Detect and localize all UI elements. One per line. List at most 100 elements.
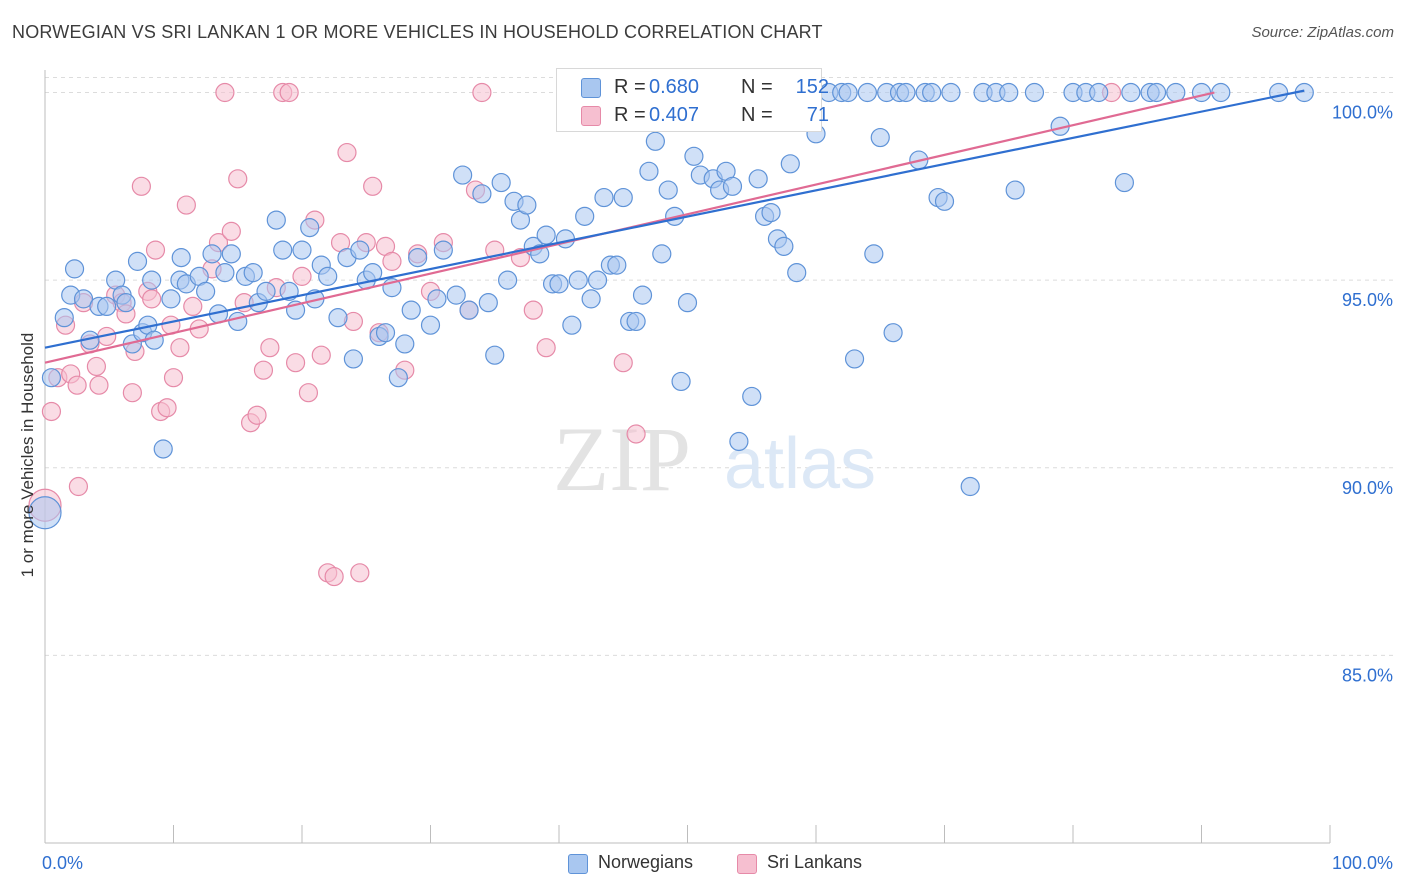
- y-axis-label: 1 or more Vehicles in Household: [18, 333, 37, 578]
- norwegians-point: [221, 244, 241, 264]
- sri-lankans-point: [298, 383, 319, 403]
- norwegians-point: [1146, 82, 1167, 103]
- y-tick-label: 85.0%: [1342, 665, 1393, 685]
- norwegians-point: [491, 172, 511, 193]
- trend-line-norwegians: [44, 89, 1305, 349]
- norwegians-point: [343, 349, 363, 369]
- norwegians-point: [427, 289, 447, 309]
- norwegians-point: [446, 285, 466, 305]
- stats-legend: R = 0.680 N = 152 R = 0.407 N = 71: [556, 68, 829, 132]
- norwegians-point: [742, 386, 762, 407]
- n-label: N =: [741, 104, 773, 126]
- legend-swatch-norwegians: [581, 78, 601, 98]
- sri-lankans-point: [131, 176, 151, 196]
- sri-lankans-point: [285, 353, 306, 373]
- sri-lankans-point: [382, 251, 402, 271]
- sri-lankans-point: [142, 289, 162, 309]
- norwegians-point: [202, 244, 222, 264]
- sri-lankans-point: [157, 398, 177, 418]
- norwegians-point: [671, 371, 691, 392]
- norwegians-point: [870, 127, 890, 148]
- r-value-sri-lankans: 0.407: [649, 104, 700, 126]
- norwegians-point: [243, 263, 263, 283]
- x-tick-label-max: 100.0%: [1332, 853, 1393, 873]
- norwegians-point: [844, 349, 865, 369]
- sri-lankans-point: [337, 142, 357, 163]
- sri-lankans-point: [253, 360, 274, 380]
- norwegians-point: [549, 274, 569, 294]
- norwegians-point: [581, 289, 601, 309]
- norwegians-point: [273, 240, 293, 260]
- watermark: ZIP atlas: [553, 408, 876, 510]
- norwegians-point: [453, 165, 473, 185]
- sri-lankans-point: [350, 563, 370, 583]
- series-sri-lankans: [28, 82, 1122, 587]
- norwegians-point: [256, 281, 276, 301]
- legend-swatch-sri-lankans: [581, 106, 601, 126]
- chart-title: NORWEGIAN VS SRI LANKAN 1 OR MORE VEHICL…: [12, 22, 823, 42]
- norwegians-point: [97, 296, 117, 317]
- legend-label-sri-lankans: Sri Lankans: [767, 852, 863, 872]
- axes: [44, 70, 1331, 844]
- legend-row-norwegians: R = 0.680 N = 152: [557, 73, 829, 101]
- sri-lankans-point: [89, 375, 109, 395]
- norwegians-point: [318, 266, 338, 286]
- norwegians-point: [498, 270, 518, 290]
- norwegians-point: [594, 187, 614, 208]
- norwegians-point: [562, 315, 582, 335]
- norwegians-point: [395, 334, 415, 354]
- norwegians-point: [1191, 82, 1212, 103]
- norwegians-point: [1024, 82, 1045, 103]
- norwegians-point: [1005, 180, 1025, 200]
- sri-lankans-point: [163, 368, 184, 388]
- norwegians-point: [1211, 82, 1231, 103]
- norwegians-point: [388, 368, 408, 388]
- norwegians-point: [171, 248, 191, 268]
- norwegians-point: [729, 431, 749, 452]
- watermark-atlas: atlas: [724, 424, 876, 504]
- norwegians-point: [401, 300, 421, 320]
- norwegians-point: [838, 82, 858, 103]
- norwegians-point: [485, 345, 505, 365]
- sri-lankans-point: [86, 356, 107, 377]
- norwegians-point: [960, 476, 980, 497]
- norwegians-point: [555, 229, 576, 249]
- norwegians-point: [1268, 82, 1289, 103]
- sri-lankans-point: [536, 338, 556, 358]
- legend-swatch-sri-lankans: [737, 854, 757, 874]
- sri-lankans-point: [363, 176, 383, 196]
- sri-lankans-point: [145, 240, 166, 260]
- sri-lankans-point: [183, 296, 203, 317]
- sri-lankans-point: [68, 476, 89, 497]
- norwegians-point: [228, 311, 248, 332]
- sri-lankans-point: [472, 82, 492, 103]
- sri-lankans-point: [292, 266, 312, 286]
- norwegians-point: [684, 146, 704, 166]
- norwegians-point: [774, 236, 794, 256]
- norwegians-point: [116, 293, 136, 313]
- x-tick-label-min: 0.0%: [42, 853, 83, 873]
- norwegians-point: [787, 263, 807, 283]
- norwegians-point: [1121, 82, 1141, 103]
- sri-lankans-point: [260, 338, 280, 358]
- norwegians-point: [73, 289, 94, 309]
- norwegians-point: [459, 300, 479, 320]
- legend-swatch-norwegians: [568, 854, 588, 874]
- norwegians-point: [266, 210, 286, 230]
- sri-lankans-point: [67, 375, 87, 395]
- sri-lankans-point: [176, 195, 196, 215]
- norwegians-point: [1166, 82, 1186, 103]
- norwegians-point: [587, 270, 608, 290]
- norwegians-point: [144, 330, 164, 350]
- norwegians-point: [761, 202, 781, 223]
- sri-lankans-point: [221, 221, 241, 241]
- norwegians-point: [536, 225, 556, 245]
- sri-lankans-point: [311, 345, 331, 365]
- norwegians-point: [575, 206, 595, 226]
- norwegians-point: [41, 368, 62, 388]
- r-value-norwegians: 0.680: [649, 76, 700, 98]
- sri-lankans-point: [279, 82, 299, 103]
- norwegians-point: [420, 315, 441, 335]
- sri-lankans-point: [170, 338, 190, 358]
